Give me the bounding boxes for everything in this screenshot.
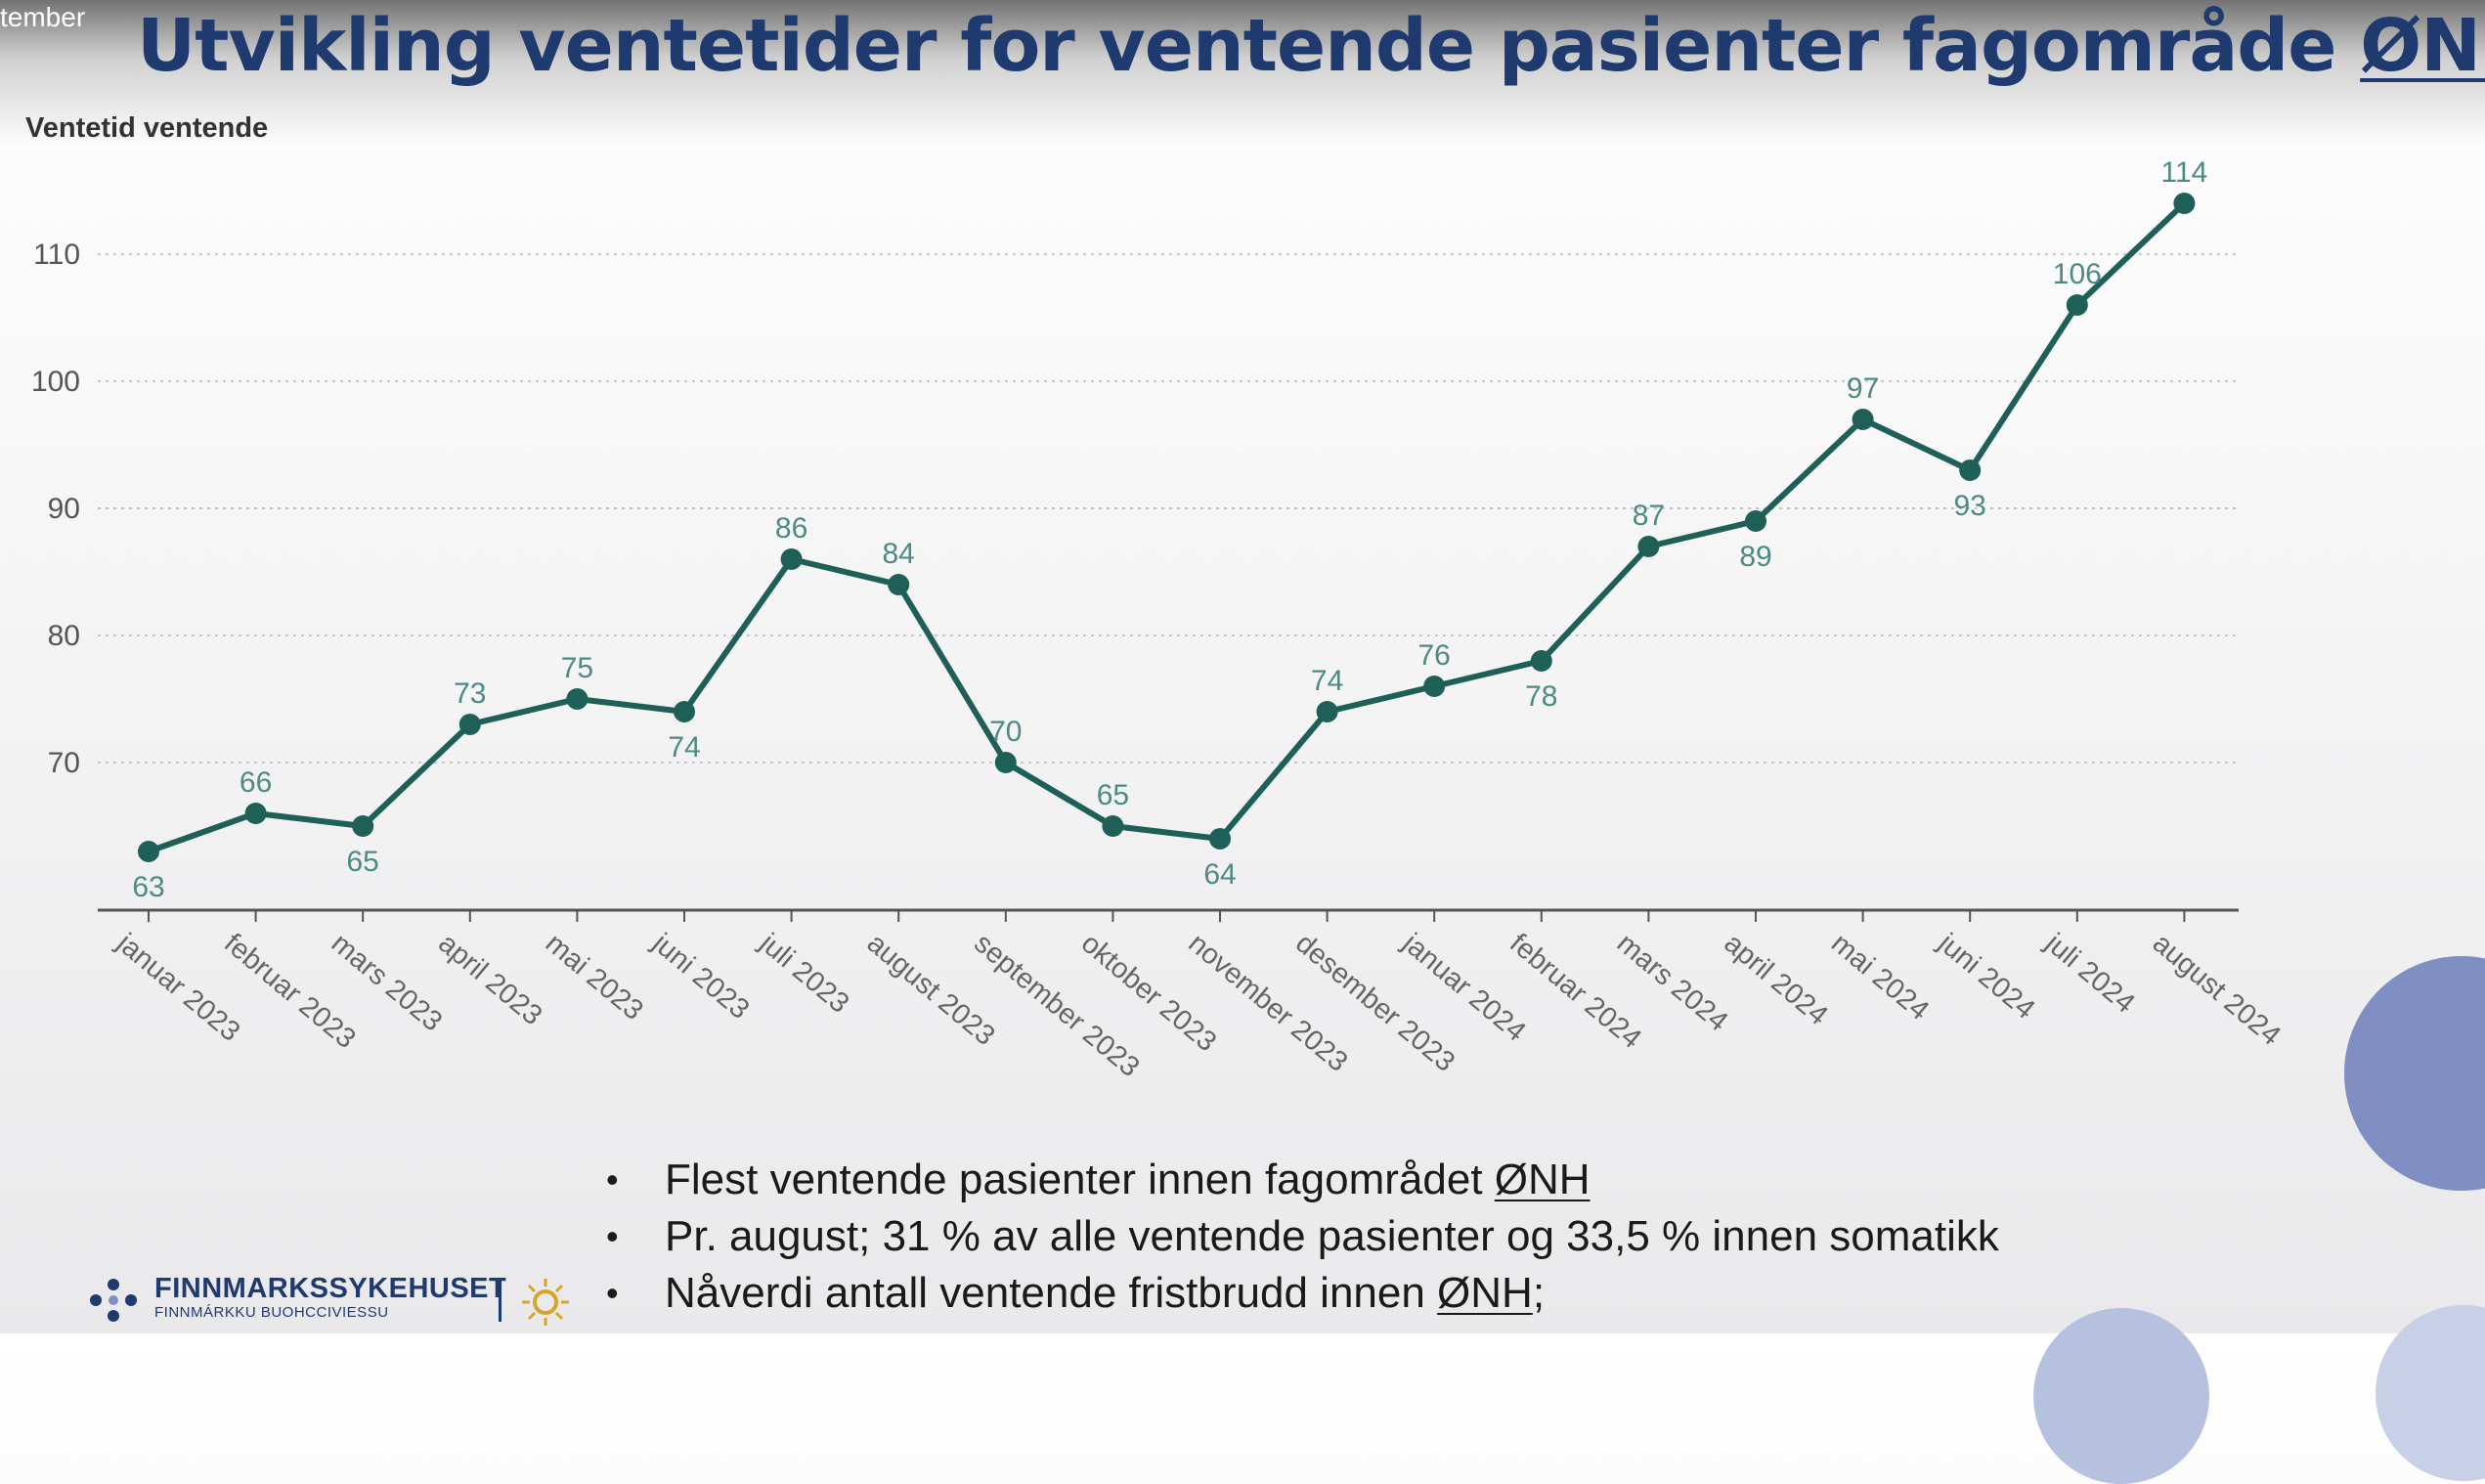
y-tick-label: 90: [48, 493, 80, 525]
data-point: [1745, 510, 1766, 532]
data-point: [1423, 676, 1446, 697]
y-tick-label: 80: [48, 620, 80, 652]
data-point: [352, 815, 374, 837]
data-label: 66: [240, 766, 272, 799]
hospital-logo: FINNMARKSSYKEHUSET FINNMÁRKKU BUOHCCIVIE…: [86, 1271, 594, 1333]
chart-title: Ventetid ventende: [25, 112, 268, 144]
data-point: [780, 548, 803, 570]
bullet-item: Nåverdi antall ventende fristbrudd innen…: [606, 1265, 1999, 1322]
bullet-list: Flest ventende pasienter innen fagområde…: [606, 1152, 1999, 1322]
data-point: [566, 688, 589, 710]
data-label: 97: [1847, 372, 1879, 405]
x-tick-label: april 2023: [432, 928, 547, 1031]
data-point: [1852, 409, 1874, 430]
data-point: [1316, 701, 1338, 722]
series-line: [147, 200, 2187, 854]
data-point: [994, 752, 1017, 773]
data-label: 93: [1954, 490, 1986, 522]
data-label: 74: [1311, 665, 1343, 697]
logo-dots-icon: [90, 1279, 137, 1322]
data-label: 73: [454, 677, 486, 710]
data-label: 84: [883, 538, 915, 570]
bullet-item: Pr. august; 31 % av alle ventende pasien…: [606, 1208, 1999, 1265]
logo-subtitle: FINNMÁRKKU BUOHCCIVIESSU: [154, 1304, 389, 1321]
x-tick-label: april 2024: [1719, 928, 1834, 1031]
y-tick-label: 100: [31, 366, 80, 398]
data-label: 87: [1633, 500, 1665, 532]
slide-title: Utvikling ventetider for ventende pasien…: [137, 4, 2485, 88]
data-point: [2173, 193, 2196, 214]
data-point: [1530, 650, 1552, 672]
data-point: [2066, 294, 2088, 316]
data-point: [674, 701, 695, 722]
x-tick-label: juni 2024: [1932, 927, 2041, 1026]
data-label: 65: [1097, 779, 1129, 811]
x-tick-label: mai 2024: [1825, 928, 1935, 1026]
data-point: [1209, 828, 1231, 850]
data-label: 64: [1203, 858, 1236, 891]
y-tick-label: 110: [33, 239, 80, 271]
data-point: [1959, 459, 1982, 481]
bullet-item: Flest ventende pasienter innen fagområde…: [606, 1152, 1999, 1208]
data-label: 74: [668, 731, 700, 764]
decorative-circle-bottom: [2033, 1308, 2209, 1484]
data-label: 114: [2160, 156, 2207, 189]
slide-title-text: Utvikling ventetider for ventende pasien…: [137, 4, 2361, 88]
data-label: 89: [1739, 541, 1771, 573]
data-point: [138, 841, 159, 862]
logo-name: FINNMARKSSYKEHUSET: [154, 1273, 507, 1304]
x-tick-label: mai 2023: [540, 928, 649, 1026]
decorative-circle-corner: [2376, 1305, 2485, 1481]
data-label: 86: [775, 512, 807, 545]
x-tick-label: juli 2024: [2039, 927, 2141, 1020]
data-point: [888, 574, 910, 595]
sun-icon: [522, 1279, 569, 1326]
x-tick-label: juli 2023: [753, 927, 854, 1020]
data-label: 78: [1525, 680, 1557, 713]
data-label: 76: [1418, 639, 1451, 672]
data-label: 106: [2053, 258, 2102, 290]
data-point: [458, 714, 481, 735]
data-label: 63: [132, 871, 164, 903]
logo-divider: [499, 1279, 501, 1322]
data-point: [1102, 815, 1124, 837]
y-tick-label: 70: [48, 747, 80, 779]
slide-title-underlined: ØNH: [2360, 4, 2485, 88]
data-label: 75: [561, 652, 593, 684]
data-point: [1637, 536, 1660, 557]
data-label: 70: [989, 716, 1022, 748]
data-label: 65: [347, 846, 379, 878]
x-tick-label: august 2024: [2147, 928, 2287, 1052]
video-overlay-text: tember: [0, 2, 86, 32]
data-point: [244, 803, 267, 824]
x-tick-label: juni 2023: [646, 927, 756, 1026]
